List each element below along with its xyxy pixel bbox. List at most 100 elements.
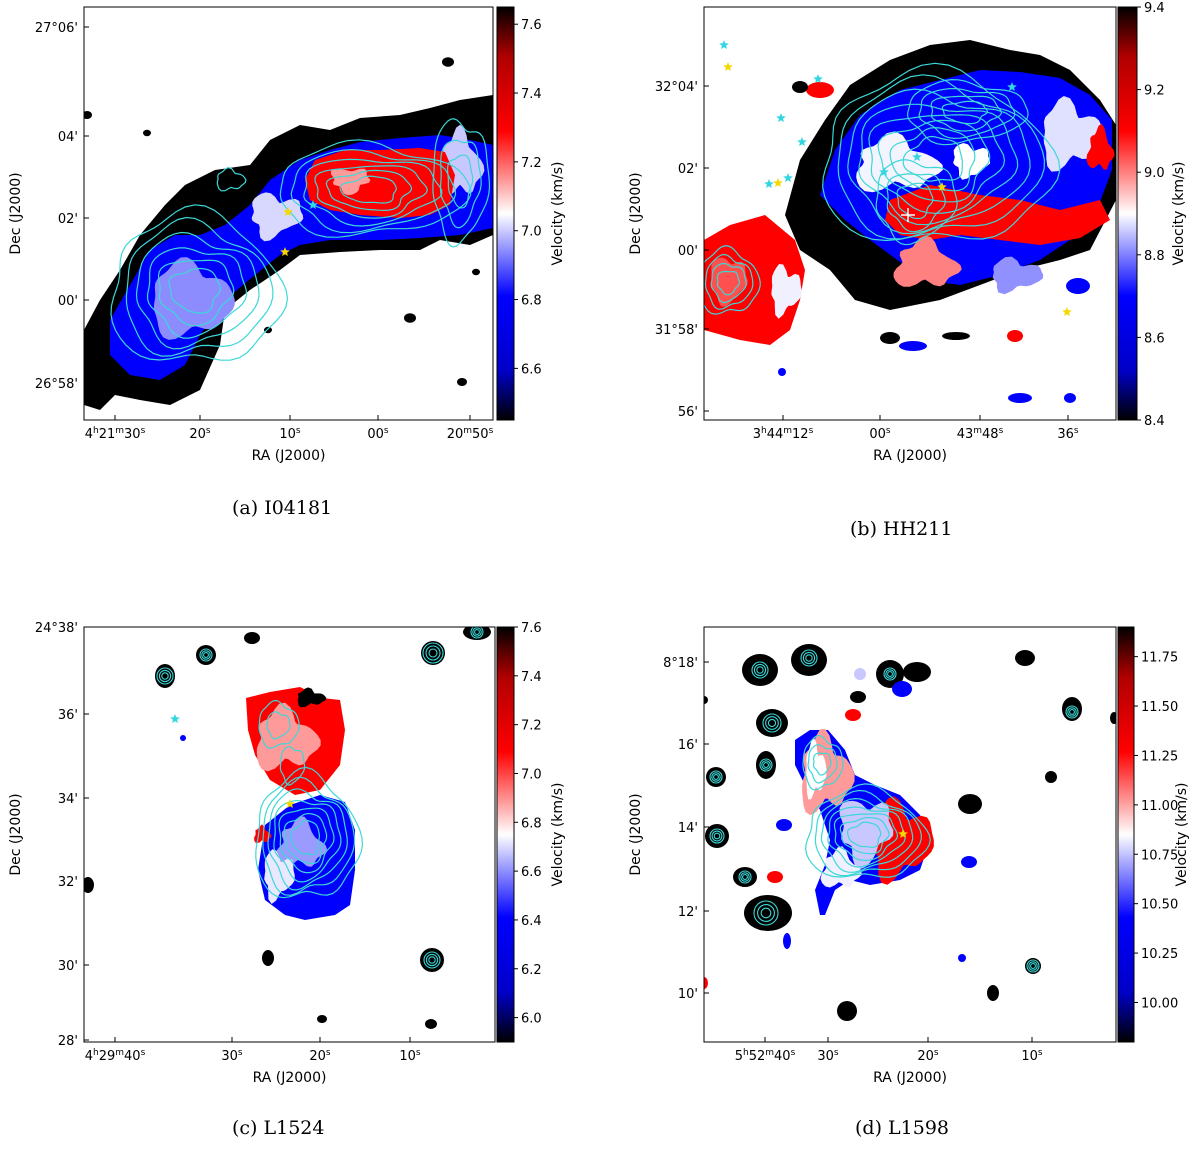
protostar-marker	[764, 179, 774, 188]
panel-c: 6.0 6.2 6.4 6.6 6.8 7.0 7.2 7.4 7.6 Velocity (km/…	[0, 580, 600, 1150]
intensity-contour	[1069, 709, 1075, 715]
noise-blob	[425, 1019, 437, 1029]
plot-frame	[83, 626, 496, 1043]
colorbar-tick-label: 10.50	[1141, 898, 1178, 913]
red-region	[710, 257, 748, 307]
plot-frame	[703, 626, 1117, 1043]
noise-blob	[899, 341, 927, 351]
colorbar-tick-label: 10.75	[1141, 848, 1178, 863]
colorbar	[1117, 6, 1138, 421]
ra-tick-label: 5h52m40s	[735, 1048, 796, 1064]
velocity-map-b: 8.4 8.6 8.8 9.0 9.2 9.4 Velocity (km/s) RA (J20…	[628, 1, 1187, 464]
colorbar-tick-label: 9.0	[1144, 166, 1165, 181]
intensity-contour	[762, 713, 782, 733]
dec-tick-label: 14'	[678, 821, 698, 836]
protostar-marker	[898, 829, 908, 838]
intensity-contour	[759, 758, 773, 772]
colorbar-tick-label: 11.25	[1141, 749, 1178, 764]
intensity-contour	[447, 154, 474, 209]
dec-tick-label: 02'	[58, 212, 78, 227]
intensity-contour	[470, 627, 484, 639]
intensity-contour	[110, 204, 289, 361]
ra-tick-label: 20m50s	[447, 426, 494, 442]
white-region	[264, 849, 295, 904]
colorbar-tick-label: 6.2	[521, 963, 542, 978]
panel-d: 10.00 10.25 10.50 10.75 11.00 11.25 11.50 11.75…	[600, 580, 1200, 1150]
intensity-contour	[833, 813, 899, 862]
colorbar-tick-label: 6.6	[521, 865, 542, 880]
colorbar-tick-label: 10.25	[1141, 947, 1178, 962]
intensity-contour	[827, 806, 906, 868]
dec-tick-label: 34'	[58, 792, 78, 807]
protostar-marker	[773, 178, 783, 187]
protostar-marker	[308, 200, 318, 209]
noise-blob	[421, 641, 445, 665]
intensity-contour	[941, 100, 988, 125]
intensity-contour	[756, 666, 764, 674]
intensity-contour	[1028, 961, 1038, 971]
intensity-contour	[339, 175, 397, 204]
protostar-marker	[1062, 307, 1072, 316]
colorbar-tick-label: 7.2	[521, 156, 542, 171]
intensity-contour	[199, 648, 213, 662]
intensity-contour	[262, 776, 356, 896]
intensity-contour	[125, 216, 274, 357]
intensity-contour	[760, 907, 772, 919]
intensity-contour	[432, 118, 491, 248]
intensity-contour	[883, 667, 897, 681]
protostar-marker	[912, 152, 922, 161]
intensity-contour	[742, 874, 748, 880]
ra-axis-label: RA (J2000)	[873, 1070, 947, 1086]
intensity-contour	[805, 654, 813, 662]
intensity-contour	[858, 103, 1019, 226]
protostar-marker	[285, 799, 295, 808]
noise-blob	[961, 856, 977, 868]
colorbar-tick-label: 11.50	[1141, 700, 1178, 715]
noise-blob	[1110, 712, 1116, 724]
ra-tick-label: 36s	[1057, 426, 1079, 442]
colorbar-tick-label: 11.75	[1141, 651, 1178, 666]
dec-tick-label: 02'	[678, 162, 698, 177]
protostar-marker	[280, 247, 290, 256]
intensity-contour	[472, 627, 482, 637]
map-layer	[704, 7, 1116, 420]
ra-tick-label: 20s	[189, 426, 211, 442]
protostar-marker	[719, 40, 729, 49]
intensity-contour	[1065, 705, 1079, 719]
intensity-contour	[325, 169, 413, 212]
dec-tick-label: 56'	[678, 405, 698, 420]
plot-frame	[83, 6, 494, 421]
intensity-contour	[156, 667, 174, 685]
intensity-contour	[757, 904, 775, 922]
red-region	[1086, 123, 1115, 170]
intensity-contour	[290, 819, 321, 856]
colorbar-tick-label: 8.8	[1144, 249, 1165, 264]
caption-b: (b) HH211	[850, 518, 953, 540]
noise-blob	[84, 111, 92, 119]
intensity-contour	[279, 139, 472, 238]
intensity-contour	[765, 716, 779, 730]
ra-axis-label: RA (J2000)	[252, 448, 326, 464]
colorbar-tick-label: 7.6	[521, 18, 542, 33]
noise-blob	[845, 709, 861, 721]
dec-tick-label: 31°58'	[655, 323, 698, 338]
noise-blob	[958, 954, 966, 962]
colorbar-tick-label: 6.4	[521, 914, 542, 929]
intensity-contour	[886, 173, 946, 233]
colorbar-label: Velocity (km/s)	[550, 161, 566, 265]
noise-blob	[143, 129, 151, 137]
noise-blob	[472, 268, 480, 276]
ra-tick-label: 00s	[367, 426, 389, 442]
caption-d: (d) L1598	[855, 1117, 949, 1139]
noise-blob	[404, 313, 416, 323]
protostar-marker	[283, 207, 293, 216]
intensity-contour	[283, 812, 328, 865]
noise-blob	[196, 645, 216, 665]
colorbar-tick-label: 7.0	[521, 767, 542, 782]
dec-tick-label: 32°04'	[655, 80, 698, 95]
noise-blob	[792, 81, 808, 93]
intensity-contour	[273, 799, 342, 883]
colorbar-label: Velocity (km/s)	[1174, 782, 1190, 886]
intensity-contour	[216, 166, 247, 192]
intensity-contour	[753, 663, 767, 677]
